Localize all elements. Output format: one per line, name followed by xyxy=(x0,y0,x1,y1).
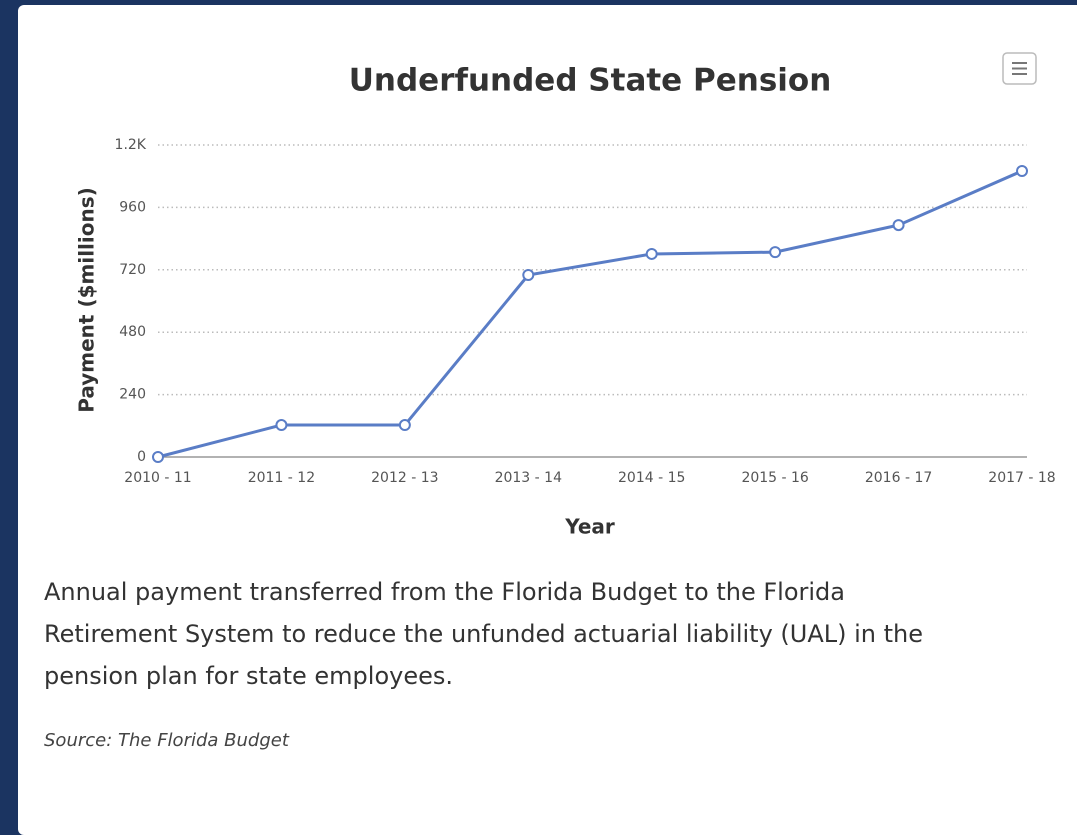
source: Source: The Florida Budget xyxy=(44,730,289,751)
marker xyxy=(645,247,658,260)
x-tick-label: 2011 - 12 xyxy=(248,470,315,486)
x-tick-label: 2013 - 14 xyxy=(495,470,562,486)
y-tick-label: 240 xyxy=(119,387,146,403)
marker xyxy=(275,419,288,432)
marker xyxy=(1016,165,1028,177)
line xyxy=(157,169,1023,459)
menu-button[interactable] xyxy=(1002,52,1037,85)
chart-title: Underfunded State Pension xyxy=(349,63,832,99)
y-axis-label: Payment ($millions) xyxy=(75,187,99,413)
description-line: Retirement System to reduce the unfunded… xyxy=(44,620,923,648)
x-axis-label: Year xyxy=(564,515,615,539)
x-tick-label: 2012 - 13 xyxy=(371,470,438,486)
x-tick-label: 2010 - 11 xyxy=(124,470,191,486)
x-tick-label: 2014 - 15 xyxy=(618,470,685,486)
y-tick-label: 0 xyxy=(137,449,146,465)
x-tick-label: 2016 - 17 xyxy=(865,470,932,486)
description-line: Annual payment transferred from the Flor… xyxy=(44,578,845,606)
x-tick-label: 2015 - 16 xyxy=(741,470,808,486)
y-tick-label: 1.2K xyxy=(115,137,147,153)
chart: Underfunded State Pension Payment ($mill… xyxy=(75,52,1056,539)
y-tick-label: 960 xyxy=(119,199,146,215)
marker xyxy=(398,419,411,432)
marker xyxy=(892,219,905,232)
description-line: pension plan for state employees. xyxy=(44,662,454,690)
x-tick-label: 2017 - 18 xyxy=(988,470,1055,486)
marker xyxy=(522,269,535,281)
y-tick-label: 480 xyxy=(119,324,146,340)
marker xyxy=(152,451,164,463)
marker xyxy=(769,246,782,259)
card xyxy=(18,5,1077,835)
page: Underfunded State Pension Payment ($mill… xyxy=(18,5,1077,835)
y-tick-label: 720 xyxy=(119,262,146,278)
